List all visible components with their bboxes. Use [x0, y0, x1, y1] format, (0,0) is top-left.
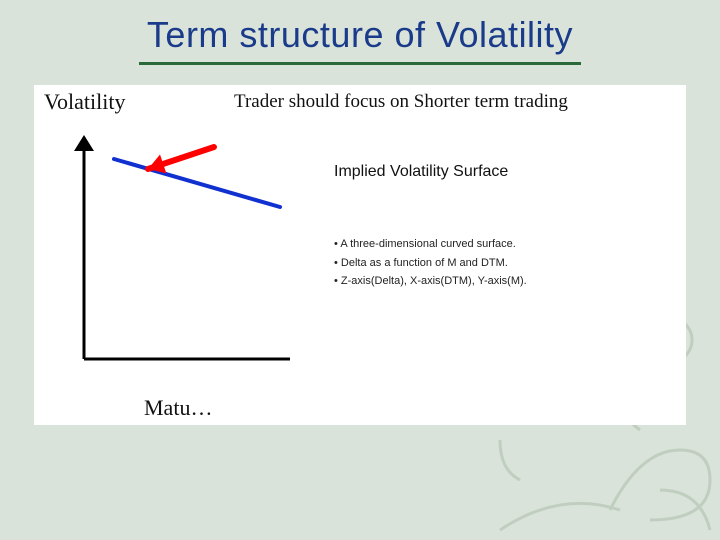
x-axis-label: Matu… [144, 395, 212, 421]
subheading: Implied Volatility Surface [334, 163, 508, 181]
slide-title: Term structure of Volatility [139, 14, 581, 65]
volatility-chart [40, 129, 300, 389]
list-item: Z-axis(Delta), X-axis(DTM), Y-axis(M). [334, 272, 527, 291]
list-item: A three-dimensional curved surface. [334, 235, 527, 254]
bullet-list: A three-dimensional curved surface. Delt… [334, 235, 527, 291]
content-panel: Volatility Trader should focus on Shorte… [34, 85, 686, 425]
slide: Term structure of Volatility Volatility … [0, 0, 720, 540]
list-item: Delta as a function of M and DTM. [334, 254, 527, 273]
title-bar: Term structure of Volatility [40, 14, 680, 65]
y-axis-label: Volatility [44, 89, 126, 115]
callout-text: Trader should focus on Shorter term trad… [234, 91, 678, 113]
